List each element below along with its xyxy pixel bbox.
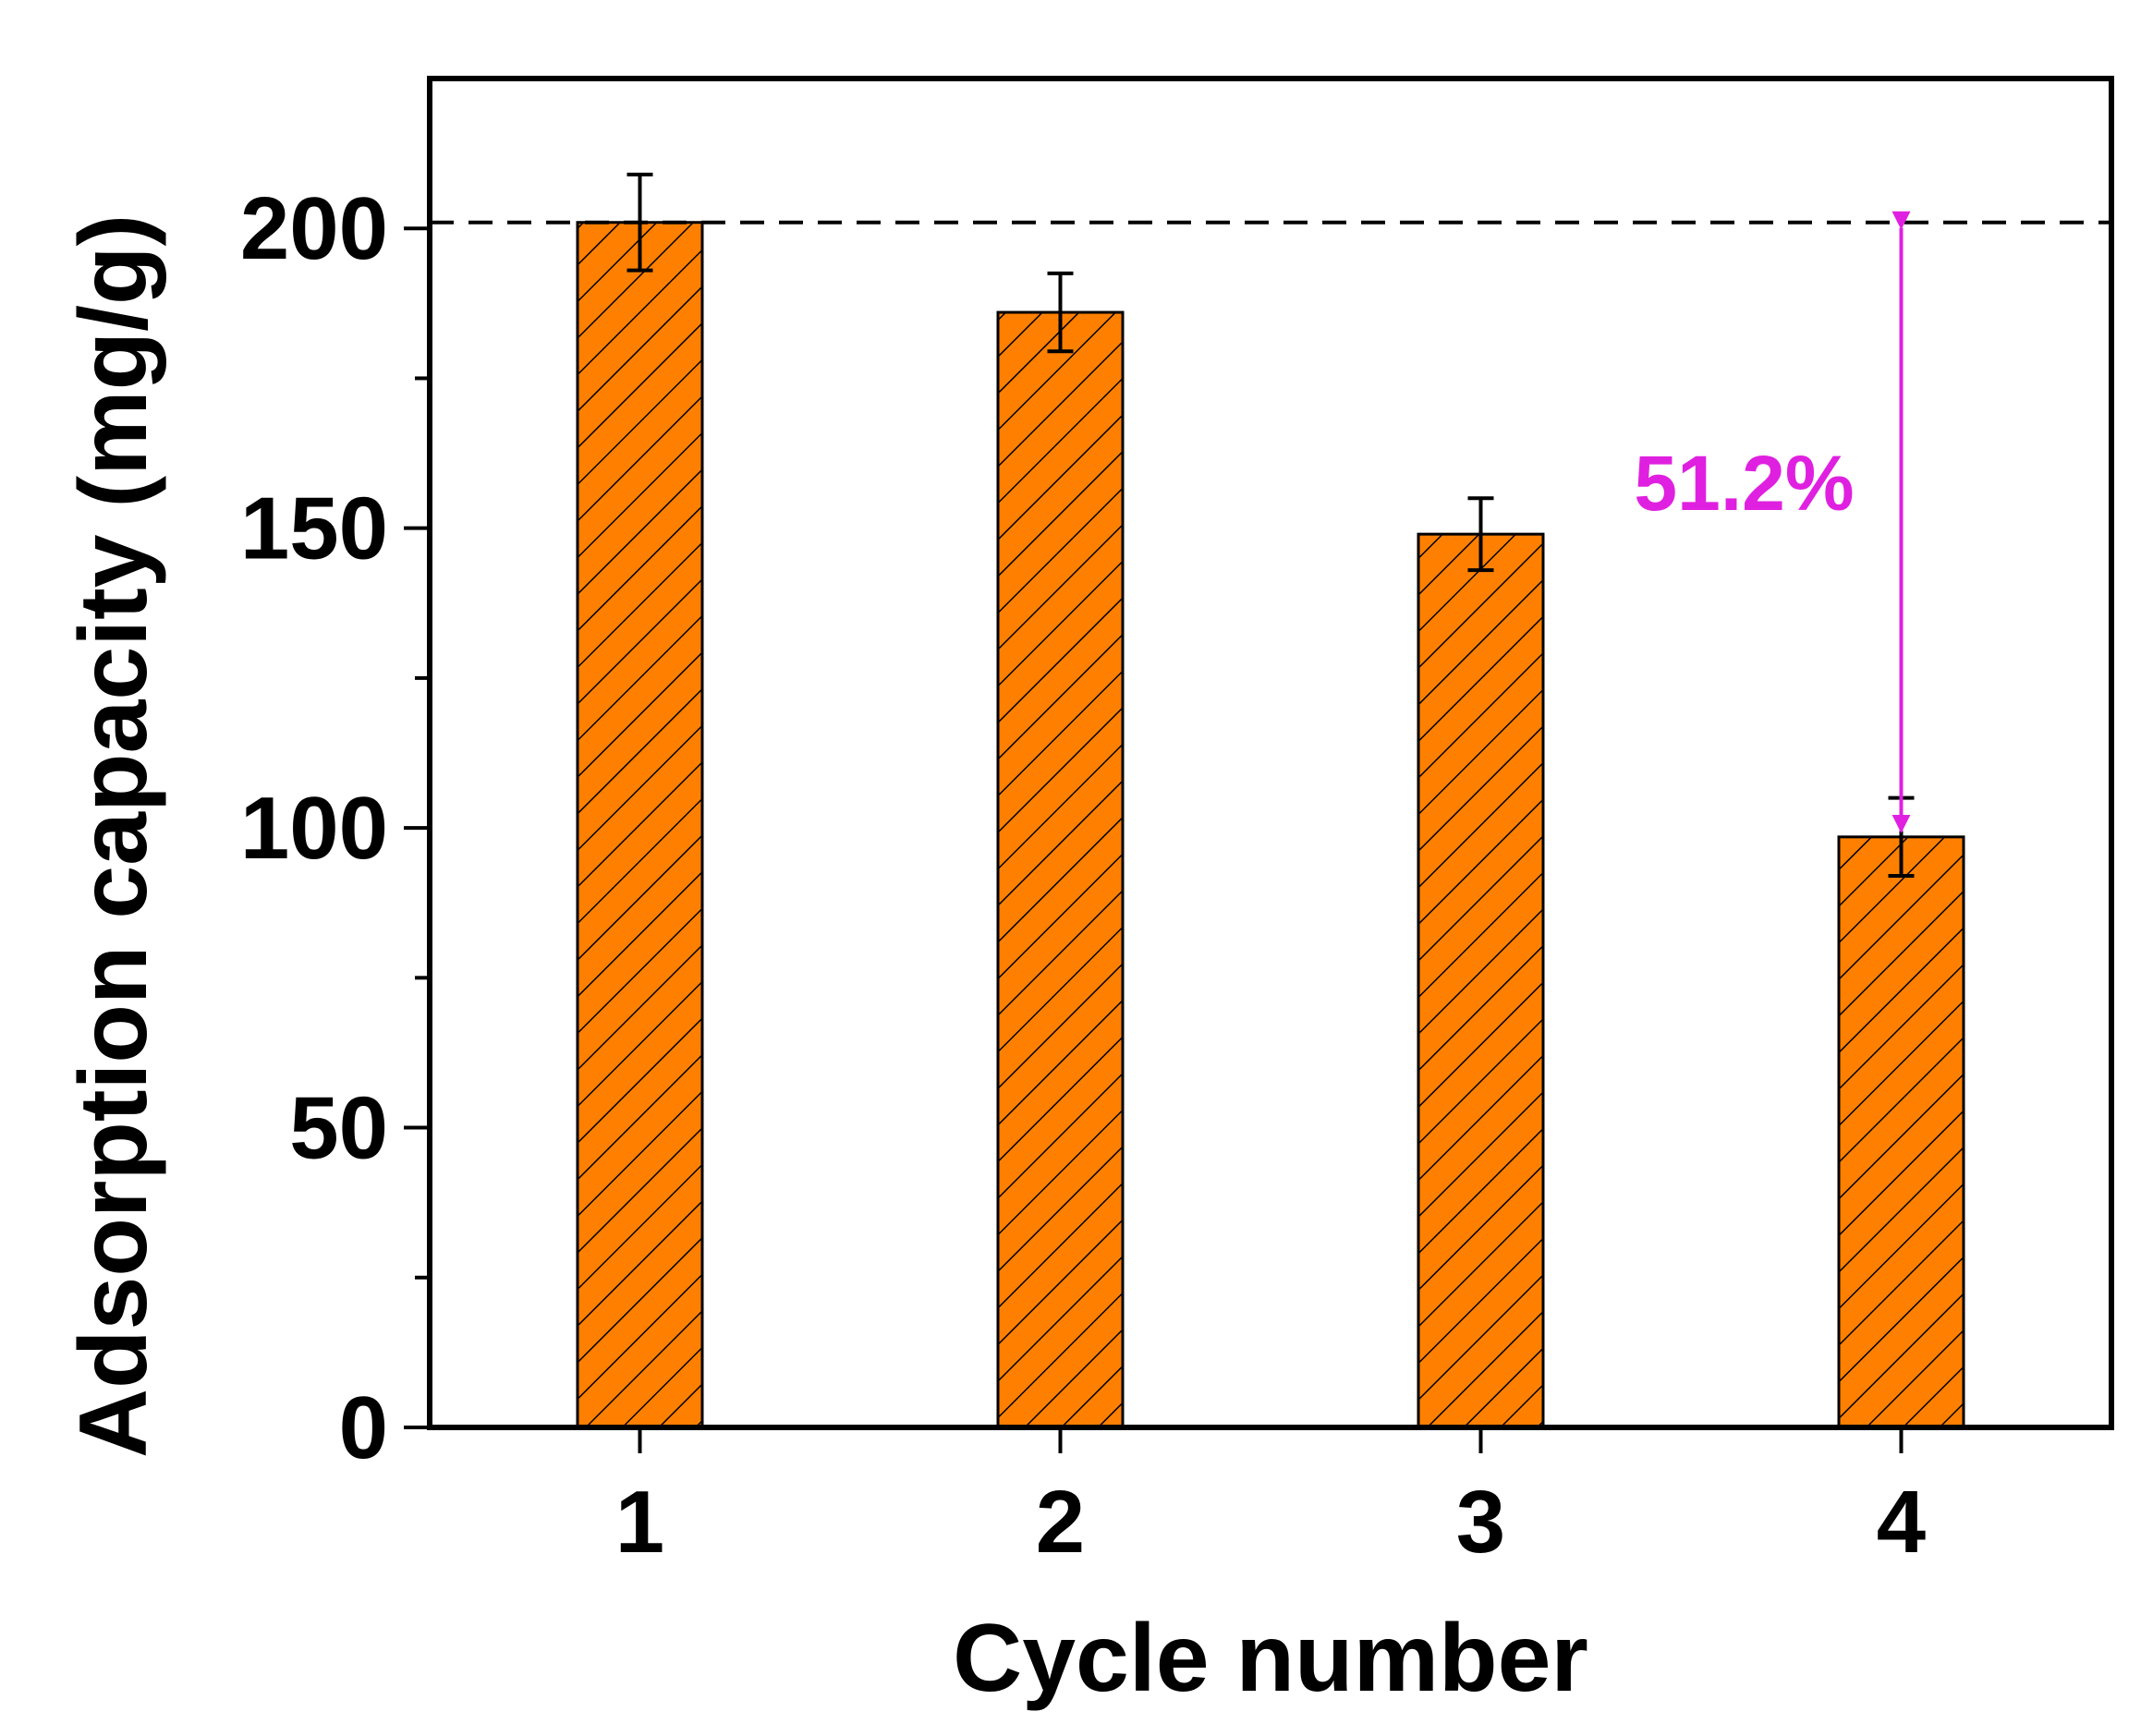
y-tick-label: 100 — [240, 779, 388, 878]
bar-cycle-4 — [1837, 835, 1965, 1429]
bar-cycle-3 — [1417, 532, 1545, 1429]
x-tick-label: 4 — [1877, 1473, 1926, 1572]
difference-label: 51.2% — [1634, 440, 1854, 527]
plot-frame — [427, 76, 2114, 1430]
y-tick-label: 200 — [240, 179, 388, 278]
x-axis: 1 2 3 4 — [615, 1427, 1926, 1572]
y-tick-label: 50 — [289, 1079, 388, 1178]
error-bar-cycle-2 — [1047, 271, 1074, 354]
x-tick-label: 1 — [615, 1473, 664, 1572]
bars-layer — [576, 221, 1965, 1429]
y-tick-label: 0 — [339, 1378, 388, 1477]
y-axis: 0 50 100 150 200 — [240, 179, 430, 1477]
error-bar-cycle-3 — [1467, 496, 1494, 573]
x-tick-label: 3 — [1456, 1473, 1505, 1572]
y-tick-label: 150 — [240, 480, 388, 578]
x-tick-label: 2 — [1036, 1473, 1085, 1572]
bar-cycle-2 — [996, 310, 1125, 1429]
y-axis-title: Adsorption capacity (mg/g) — [60, 214, 167, 1458]
x-axis-title: Cycle number — [953, 1605, 1588, 1712]
bar-cycle-1 — [576, 221, 704, 1429]
